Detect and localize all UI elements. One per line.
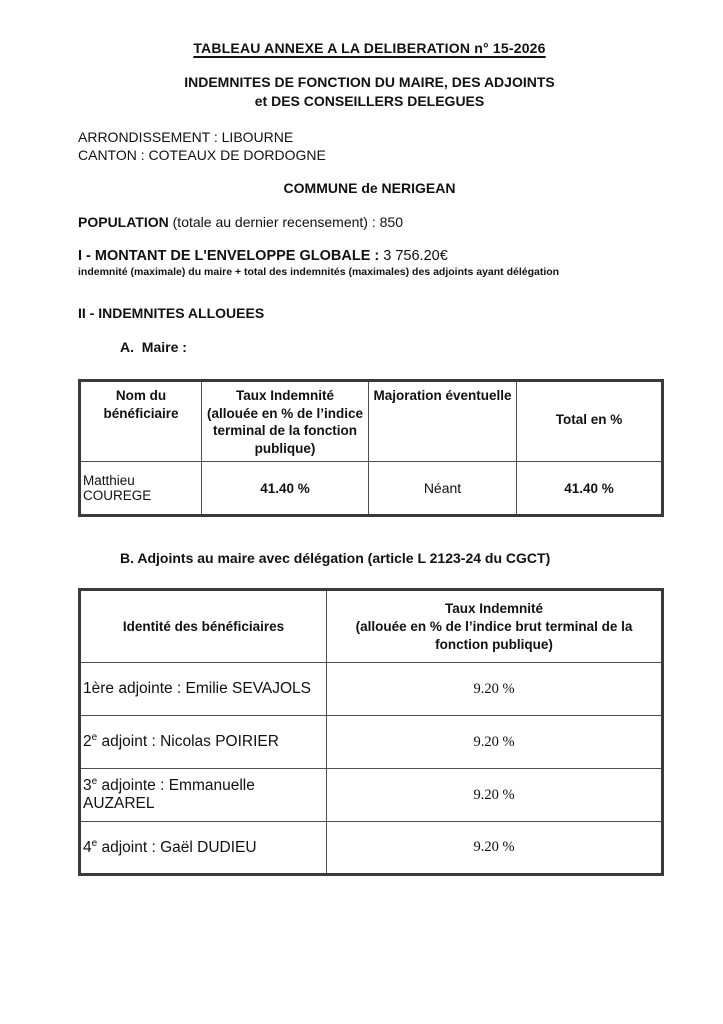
enveloppe-note: indemnité (maximale) du maire + total de… (78, 266, 560, 278)
adjoint-row-2: 2e adjoint : Nicolas POIRIER 9.20 % (79, 715, 663, 769)
adjoint-4-name-post: adjoint : Gaël DUDIEU (97, 838, 257, 856)
adjoint-3-name-pre: 3 (83, 777, 92, 794)
adjoint-1-rate: 9.20 % (326, 662, 663, 716)
adjoint-4-identity: 4e adjoint : Gaël DUDIEU (79, 821, 327, 875)
population-label: POPULATION (78, 214, 169, 230)
page-title-text: TABLEAU ANNEXE A LA DELIBERATION n° 15-2… (193, 40, 546, 56)
header-taux-indemnite: Taux Indemnité (allouée en % de l’indice… (201, 380, 369, 462)
enveloppe-globale-line: I - MONTANT DE L'ENVELOPPE GLOBALE : 3 7… (78, 248, 661, 264)
header-taux-adjoints-line2: (allouée en % de l’indice brut terminal … (355, 618, 633, 652)
maire-table-data-row: Matthieu COUREGE 41.40 % Néant 41.40 % (79, 461, 663, 516)
enveloppe-label: I - MONTANT DE L'ENVELOPPE GLOBALE : (78, 248, 384, 264)
adjoint-3-ordinal-sup: e (91, 775, 98, 787)
header-taux-line1: Taux Indemnité (235, 388, 334, 403)
header-identite-beneficiaires: Identité des bénéficiaires (79, 589, 327, 663)
maire-taux-cell: 41.40 % (201, 461, 369, 516)
adjoint-3-name-post: adjointe : Emmanuelle AUZAREL (83, 777, 255, 812)
adjoint-3-identity: 3e adjointe : Emmanuelle AUZAREL (79, 768, 327, 822)
section-a-maire-title: A. Maire : (120, 339, 187, 355)
canton-line: CANTON : COTEAUX DE DORDOGNE (78, 147, 326, 163)
adjoint-4-ordinal-sup: e (91, 837, 98, 849)
maire-nom-cell: Matthieu COUREGE (79, 461, 202, 516)
adjoint-2-name-pre: 2 (83, 733, 92, 750)
adjoint-2-ordinal-sup: e (91, 731, 98, 743)
adjoint-2-identity: 2e adjoint : Nicolas POIRIER (79, 715, 327, 769)
subtitle-line-1: INDEMNITES DE FONCTION DU MAIRE, DES ADJ… (184, 74, 555, 90)
arrondissement-line: ARRONDISSEMENT : LIBOURNE (78, 129, 294, 145)
commune-line: COMMUNE de NERIGEAN (283, 180, 456, 196)
header-taux-adjoints-line1: Taux Indemnité (444, 600, 543, 616)
subtitle-line-2: et DES CONSEILLERS DELEGUES (254, 93, 485, 109)
adjoint-row-4: 4e adjoint : Gaël DUDIEU 9.20 % (79, 821, 663, 875)
header-total: Total en % (516, 380, 663, 462)
document-content: TABLEAU ANNEXE A LA DELIBERATION n° 15-2… (78, 0, 664, 876)
maire-total-cell: 41.40 % (516, 461, 663, 516)
header-nom-beneficiaire: Nom du bénéficiaire (79, 380, 202, 462)
adjoint-2-name-post: adjoint : Nicolas POIRIER (97, 733, 279, 750)
adjoint-row-1: 1ère adjointe : Emilie SEVAJOLS 9.20 % (79, 662, 663, 716)
adjoint-2-rate: 9.20 % (326, 715, 663, 769)
location-block: ARRONDISSEMENT : LIBOURNE CANTON : COTEA… (78, 128, 661, 164)
maire-table-header-row: Nom du bénéficiaire Taux Indemnité (allo… (79, 380, 663, 462)
adjoint-4-rate: 9.20 % (326, 821, 663, 875)
header-taux-line2: (allouée en % de l’indice terminal de la… (206, 405, 364, 456)
section-b-adjoints-title: B. Adjoints au maire avec délégation (ar… (120, 550, 551, 566)
population-line: POPULATION (totale au dernier recensemen… (78, 214, 661, 230)
maire-indemnity-table: Nom du bénéficiaire Taux Indemnité (allo… (78, 379, 664, 517)
adjoint-4-name-pre: 4 (83, 838, 92, 856)
header-taux-indemnite-adjoints: Taux Indemnité (allouée en % de l’indice… (326, 589, 663, 663)
adjoint-3-rate: 9.20 % (326, 768, 663, 822)
population-value: (totale au dernier recensement) : 850 (168, 214, 403, 230)
adjoint-1-name-pre: 1ère adjointe : Emilie SEVAJOLS (83, 680, 312, 697)
adjoints-indemnity-table: Identité des bénéficiaires Taux Indemnit… (78, 588, 664, 876)
page-title: TABLEAU ANNEXE A LA DELIBERATION n° 15-2… (78, 0, 661, 56)
section-ii-title: II - INDEMNITES ALLOUEES (78, 305, 265, 321)
enveloppe-value: 3 756.20€ (383, 248, 448, 264)
header-majoration: Majoration éventuelle (368, 380, 517, 462)
adjoint-1-identity: 1ère adjointe : Emilie SEVAJOLS (79, 662, 327, 716)
document-subtitle: INDEMNITES DE FONCTION DU MAIRE, DES ADJ… (78, 73, 661, 111)
maire-majoration-cell: Néant (368, 461, 517, 516)
adjoints-table-header-row: Identité des bénéficiaires Taux Indemnit… (79, 589, 663, 663)
adjoint-row-3: 3e adjointe : Emmanuelle AUZAREL 9.20 % (79, 768, 663, 822)
